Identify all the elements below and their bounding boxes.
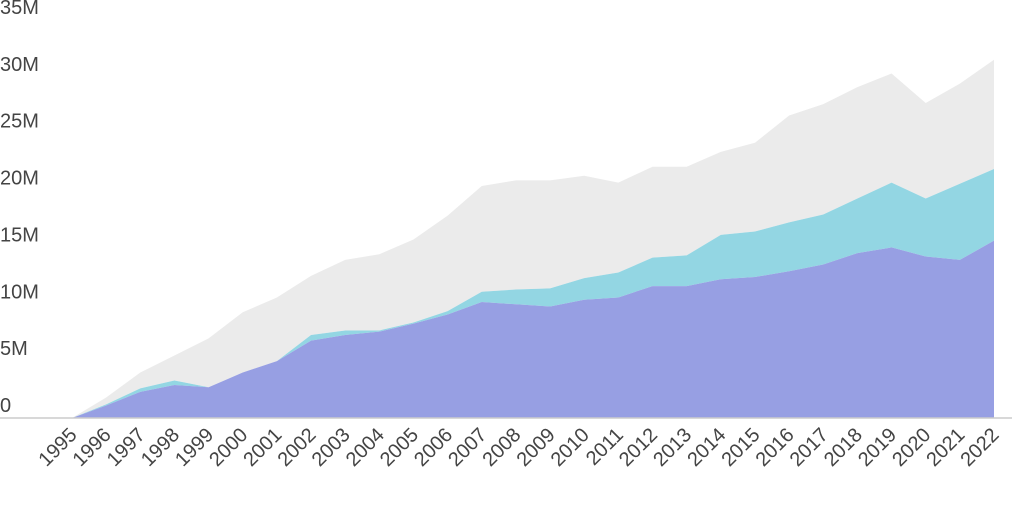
x-tick-label: 2012	[615, 424, 662, 471]
area	[72, 168, 994, 418]
y-tick-label: 15M	[0, 224, 39, 246]
x-tick-label: 2001	[239, 424, 286, 471]
x-tick-label: 2018	[820, 424, 867, 471]
x-tick-label: 2017	[786, 424, 833, 471]
x-tick-label: 2019	[854, 424, 901, 471]
x-tick-label: 2015	[717, 424, 764, 471]
x-tick-label: 2014	[683, 424, 730, 471]
x-tick-label: 2006	[410, 424, 457, 471]
x-tick-label: 2021	[922, 424, 969, 471]
y-tick-label: 30M	[0, 54, 39, 76]
x-tick-label: 2004	[342, 424, 389, 471]
x-tick-label: 2000	[205, 424, 252, 471]
y-tick-label: 25M	[0, 111, 39, 133]
x-tick-label: 2010	[547, 424, 594, 471]
area	[72, 240, 994, 418]
x-tick-label: 2003	[308, 424, 355, 471]
x-tick-label: 1995	[35, 424, 82, 471]
x-tick-label: 2022	[957, 424, 1004, 471]
x-tick-label: 1998	[137, 424, 184, 471]
x-tick-label: 2005	[376, 424, 423, 471]
y-tick-label: 35M	[0, 0, 39, 19]
x-tick-label: 2002	[274, 424, 321, 471]
x-tick-label: 2016	[752, 424, 799, 471]
x-tick-label: 1999	[171, 424, 218, 471]
x-tick-label: 2007	[444, 424, 491, 471]
x-tick-label: 2011	[582, 424, 628, 470]
x-tick-label: 1996	[69, 424, 116, 471]
x-tick-label: 2020	[888, 424, 935, 471]
x-tick-label: 2013	[649, 424, 696, 471]
y-tick-label: 10M	[0, 281, 39, 303]
x-tick-label: 2008	[478, 424, 525, 471]
x-tick-label: 1997	[103, 424, 150, 471]
y-tick-label: 20M	[0, 168, 39, 190]
y-tick-label: 0	[0, 395, 11, 417]
y-tick-label: 5M	[0, 338, 28, 360]
area	[72, 59, 994, 419]
x-tick-label: 2009	[513, 424, 560, 471]
